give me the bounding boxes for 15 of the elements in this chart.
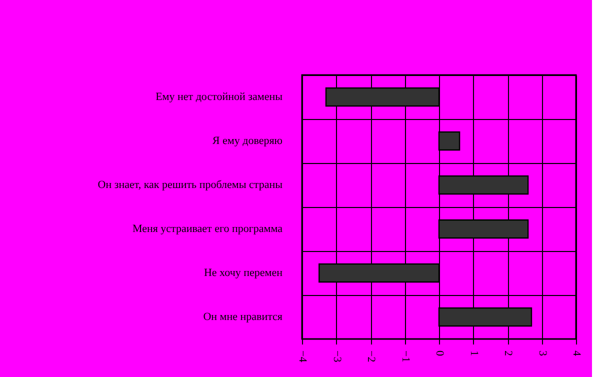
y-tick-label: Он мне нравится [203, 311, 282, 323]
y-tick-label: Ему нет достойной замены [156, 91, 284, 103]
y-tick-label: Меня устраивает его программа [132, 223, 283, 235]
x-tick-label: 1 [468, 350, 480, 356]
y-tick-label: Не хочу перемен [204, 267, 283, 279]
x-tick-label: −3 [330, 350, 343, 363]
y-tick-label: Он знает, как решить проблемы страны [98, 179, 284, 191]
y-tick-label: Я ему доверяю [212, 135, 282, 147]
x-tick-label: −4 [296, 350, 308, 363]
x-tick-label: 0 [434, 350, 446, 356]
x-tick-label: 2 [502, 350, 514, 356]
x-tick-label: −1 [399, 350, 412, 362]
x-tick-label: 3 [536, 350, 548, 356]
x-tick-label: 4 [570, 350, 582, 356]
x-tick-label: −2 [365, 350, 377, 362]
